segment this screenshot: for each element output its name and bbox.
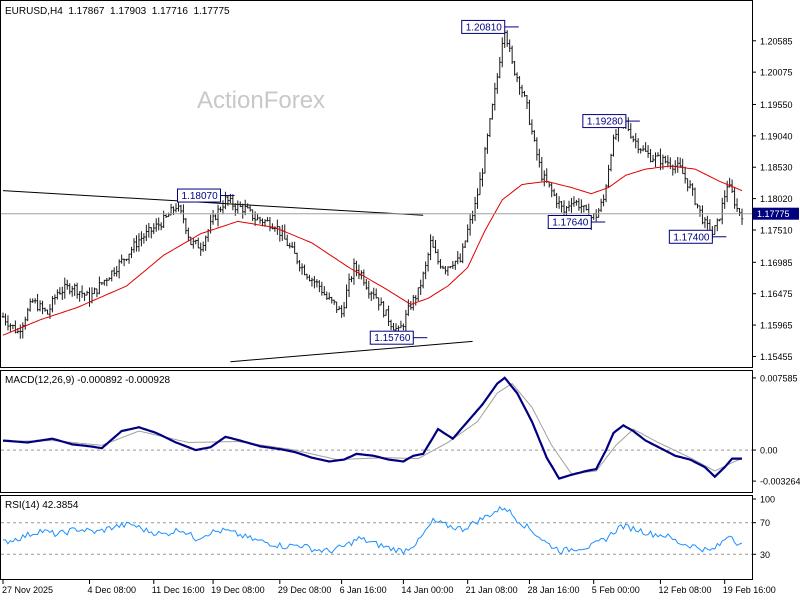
current-price-line: 1.17775 — [1, 207, 799, 220]
time-tick-label: 28 Jan 16:00 — [527, 585, 579, 595]
price-axis: 1.20585 1.20075 1.19550 1.19040 1.18530 1.180… — [752, 36, 793, 362]
chart-header: EURUSD,H4 1.17867 1.17903 1.17716 1.1777… — [5, 6, 230, 17]
trendline — [2, 190, 424, 216]
time-tick-label: 19 Dec 08:00 — [211, 585, 265, 595]
price-tick-label: 1.15455 — [760, 352, 793, 362]
price-series — [1, 30, 744, 339]
time-tick-label: 12 Feb 08:00 — [658, 585, 711, 595]
moving-average-line — [2, 165, 743, 336]
current-price-label: 1.17775 — [757, 209, 790, 219]
annotation-label: 1.17640 — [552, 218, 589, 229]
time-tick-label: 11 Dec 16:00 — [152, 585, 205, 595]
time-tick-label: 5 Feb 00:00 — [592, 585, 640, 595]
rsi-tick-label: 30 — [760, 550, 770, 560]
price-annotations: 1.20810 1.19280 1.18070 1.17640 1.17400 1.157… — [176, 19, 727, 345]
time-tick-label: 6 Jan 16:00 — [340, 585, 387, 595]
trendlines — [2, 190, 473, 363]
price-tick-label: 1.18530 — [760, 163, 793, 173]
price-tick-label: 1.16985 — [760, 258, 793, 268]
price-tick-label: 1.17510 — [760, 226, 793, 236]
macd-tick-label: -0.003264 — [760, 477, 800, 487]
annotation-label: 1.19280 — [587, 117, 624, 128]
macd-tick-label: 0.007585 — [760, 373, 798, 383]
time-tick-label: 4 Dec 08:00 — [88, 585, 137, 595]
time-tick-label: 14 Jan 00:00 — [401, 585, 453, 595]
moving-average — [2, 165, 743, 336]
macd-label: MACD(12,26,9) -0.000892 -0.000928 — [5, 375, 171, 386]
price-tick-label: 1.20585 — [760, 36, 793, 46]
time-tick-label: 29 Dec 08:00 — [278, 585, 332, 595]
macd-panel-frame — [0, 370, 753, 493]
trendline — [230, 340, 473, 363]
annotation-label: 1.20810 — [466, 22, 503, 33]
macd-main-line — [2, 376, 742, 480]
price-panel-frame — [0, 0, 753, 368]
price-tick-label: 1.18020 — [760, 194, 793, 204]
time-tick-label: 19 Feb 16:00 — [723, 585, 776, 595]
rsi-label: RSI(14) 42.3854 — [5, 500, 79, 511]
time-tick-label: 27 Nov 2025 — [2, 585, 53, 595]
macd-signal-line — [3, 382, 743, 475]
price-tick-label: 1.19040 — [760, 131, 793, 141]
rsi-panel: 100 70 30 — [1, 495, 775, 560]
rsi-line — [3, 505, 743, 556]
macd-panel: 0.007585 0.00 -0.003264 — [1, 373, 800, 487]
current-price-box — [753, 207, 799, 220]
time-axis: 27 Nov 2025 4 Dec 08:00 11 Dec 16:00 19 Dec… — [2, 580, 776, 595]
watermark: ActionForex — [197, 87, 325, 114]
price-tick-label: 1.15965 — [760, 321, 793, 331]
annotation-label: 1.17400 — [673, 232, 710, 243]
price-tick-label: 1.20075 — [760, 68, 793, 78]
time-tick-label: 21 Jan 08:00 — [466, 585, 518, 595]
annotation-label: 1.18070 — [181, 191, 218, 202]
macd-tick-label: 0.00 — [760, 446, 778, 456]
annotation-label: 1.15760 — [374, 333, 411, 344]
rsi-tick-label: 70 — [760, 518, 770, 528]
rsi-panel-frame — [0, 495, 753, 580]
price-tick-label: 1.16475 — [760, 289, 793, 299]
rsi-tick-label: 100 — [760, 495, 775, 505]
price-tick-label: 1.19550 — [760, 100, 793, 110]
